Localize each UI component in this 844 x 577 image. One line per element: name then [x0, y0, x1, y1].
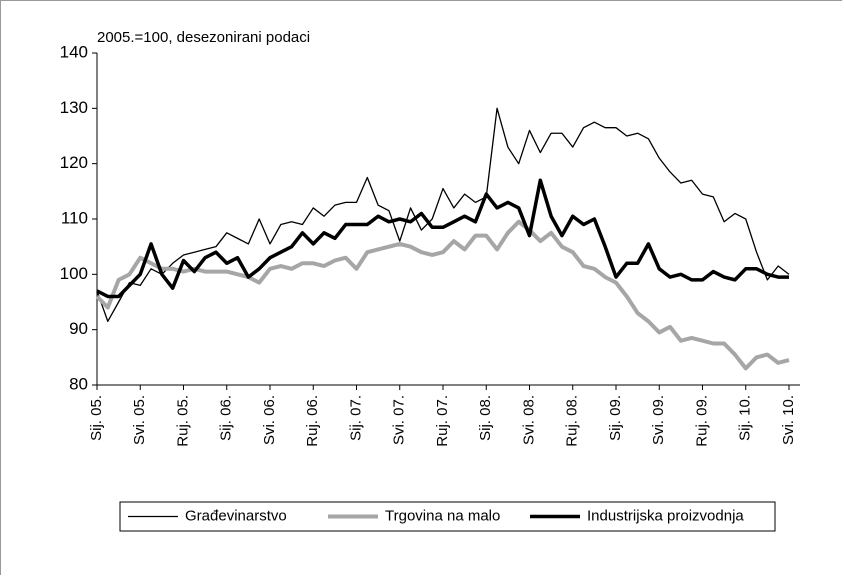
legend-box [119, 501, 776, 532]
x-tick-label: Ruj. 07. [434, 395, 451, 447]
y-tick-label: 130 [60, 98, 88, 117]
x-tick-label: Svi. 07. [391, 395, 408, 445]
legend-label: Trgovina na malo [385, 507, 500, 524]
series-line [95, 219, 790, 371]
x-tick-label: Svi. 05. [131, 395, 148, 445]
y-tick-label: 140 [60, 42, 88, 61]
legend-label: Industrijska proizvodnja [587, 507, 744, 524]
x-tick-label: Sij. 09. [607, 395, 624, 441]
x-tick-label: Svi. 06. [261, 395, 278, 445]
x-tick-label: Svi. 08. [520, 395, 537, 445]
y-tick-label: 100 [60, 264, 88, 283]
y-tick-label: 110 [61, 208, 88, 227]
y-tick-label: 90 [69, 319, 88, 338]
y-tick-label: 120 [60, 153, 88, 172]
x-tick-label: Svi. 09. [650, 395, 667, 445]
x-tick-label: Sij. 06. [218, 395, 235, 441]
x-tick-label: Sij. 08. [477, 395, 494, 441]
x-tick-label: Sij. 07. [347, 395, 364, 441]
chart-subtitle: 2005.=100, desezonirani podaci [97, 29, 310, 46]
x-tick-label: Sij. 10. [737, 395, 754, 441]
legend-label: Građevinarstvo [185, 507, 287, 524]
x-tick-label: Ruj. 08. [564, 395, 581, 447]
y-tick-label: 80 [69, 374, 88, 393]
x-tick-label: Ruj. 05. [174, 395, 191, 447]
series-line [96, 178, 789, 299]
x-tick-label: Svi. 10. [780, 395, 797, 445]
series-line [96, 107, 790, 323]
x-tick-label: Ruj. 09. [693, 395, 710, 447]
x-tick-label: Ruj. 06. [304, 395, 321, 447]
x-tick-label: Sij. 05. [88, 395, 105, 441]
